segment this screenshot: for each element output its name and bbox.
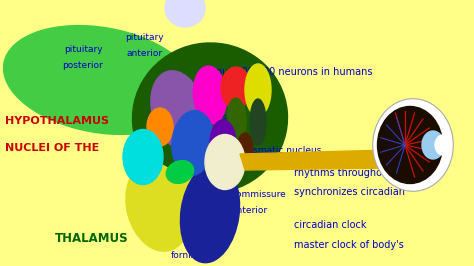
Ellipse shape: [250, 99, 266, 145]
Ellipse shape: [123, 130, 163, 185]
Text: posterior: posterior: [63, 61, 103, 70]
Text: pituitary: pituitary: [125, 33, 164, 42]
Ellipse shape: [435, 135, 451, 155]
Ellipse shape: [193, 66, 227, 124]
Ellipse shape: [221, 67, 251, 109]
Ellipse shape: [422, 131, 444, 159]
Ellipse shape: [147, 108, 173, 146]
Text: fornix: fornix: [171, 251, 197, 260]
Ellipse shape: [166, 161, 194, 183]
Ellipse shape: [126, 163, 190, 251]
Text: THALAMUS: THALAMUS: [55, 232, 128, 244]
Ellipse shape: [237, 133, 253, 167]
Ellipse shape: [181, 163, 239, 263]
Text: NUCLEI OF THE: NUCLEI OF THE: [5, 143, 99, 153]
Ellipse shape: [210, 120, 236, 166]
Text: suprachiasmatic nucleus: suprachiasmatic nucleus: [209, 146, 321, 155]
Text: HYPOTHALAMUS: HYPOTHALAMUS: [5, 116, 109, 126]
Text: synchronizes circadian: synchronizes circadian: [294, 186, 405, 197]
Ellipse shape: [133, 43, 288, 193]
Text: master clock of body's: master clock of body's: [294, 240, 404, 250]
Polygon shape: [172, 155, 215, 230]
Text: chiasma: chiasma: [204, 113, 242, 122]
Ellipse shape: [165, 0, 205, 27]
Ellipse shape: [151, 71, 205, 149]
Ellipse shape: [228, 98, 246, 138]
Text: anterior: anterior: [127, 49, 163, 58]
Ellipse shape: [205, 135, 245, 189]
Ellipse shape: [377, 106, 443, 184]
Text: circadian clock: circadian clock: [294, 220, 366, 230]
Text: about 100,000 neurons in humans: about 100,000 neurons in humans: [204, 67, 372, 77]
Text: optic: optic: [204, 128, 226, 138]
Text: anterior: anterior: [231, 206, 267, 215]
Ellipse shape: [374, 100, 452, 190]
Polygon shape: [240, 150, 390, 170]
Text: rhythms throughout body: rhythms throughout body: [294, 168, 419, 178]
Ellipse shape: [3, 26, 196, 134]
Ellipse shape: [172, 111, 214, 176]
Text: pituitary: pituitary: [64, 45, 102, 54]
Ellipse shape: [245, 64, 271, 116]
Text: commissure: commissure: [231, 190, 286, 199]
